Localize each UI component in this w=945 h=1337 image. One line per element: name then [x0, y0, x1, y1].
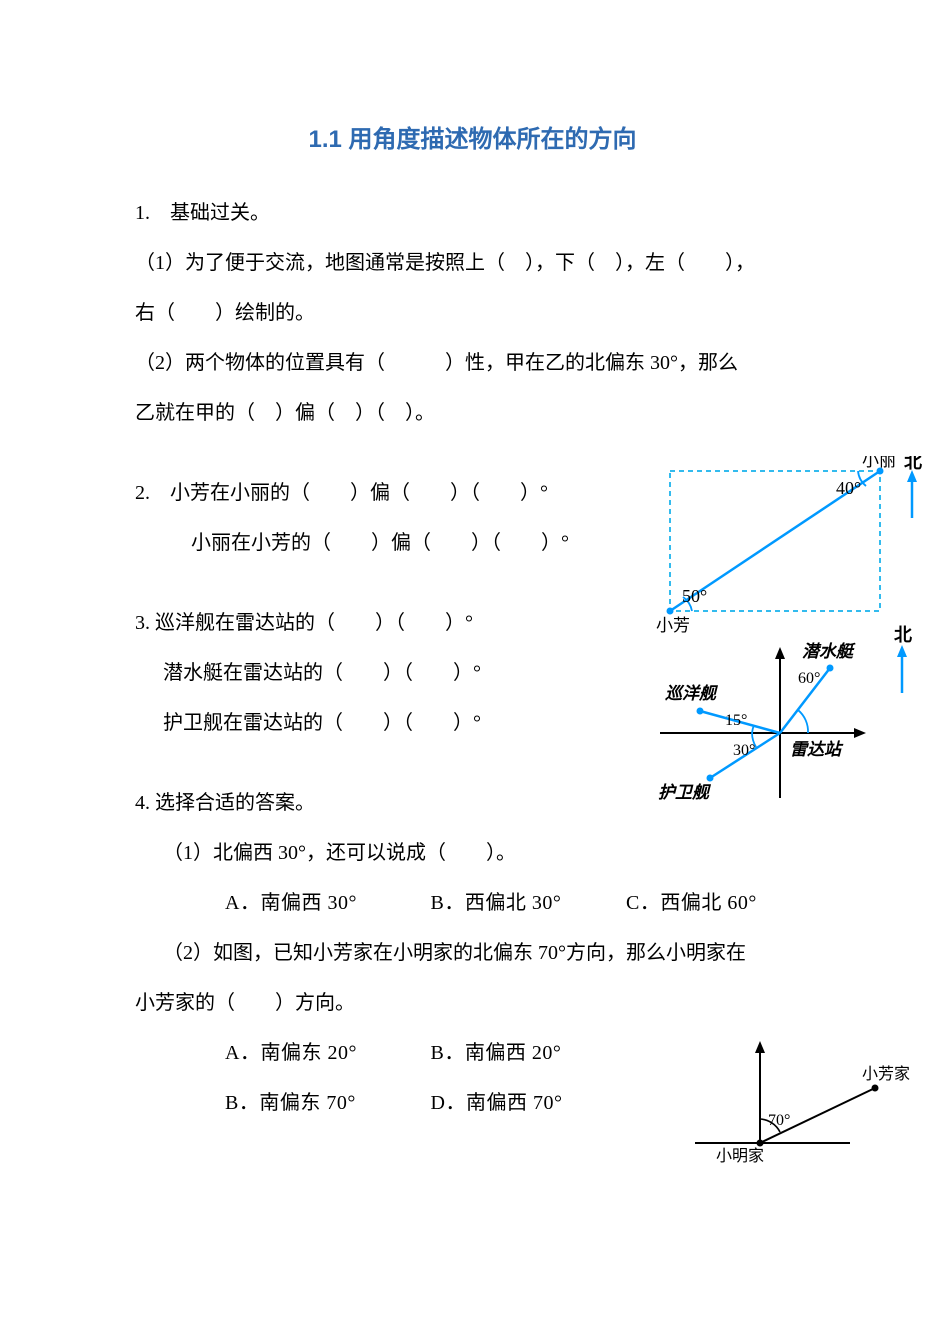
q1-heading: 1. 基础过关。 [135, 188, 810, 238]
q3-num: 3. [135, 612, 150, 634]
q1-p1: （1）为了便于交流，地图通常是按照上（ ），下（ ），左（ ）， [135, 238, 810, 288]
q3-l1: 巡洋舰在雷达站的（ ）（ ）° [155, 612, 473, 634]
q2-l1: 小芳在小丽的（ ）偏（ ）（ ）° [170, 482, 548, 504]
fig3-north: 北 [894, 625, 912, 645]
q2-l2: 小丽在小芳的（ ）偏（ ）（ ）° [135, 518, 810, 568]
fig4-p1: 小明家 [716, 1147, 764, 1163]
q1-p2: （2）两个物体的位置具有（ ）性，甲在乙的北偏东 30°，那么 [135, 338, 810, 388]
q1-p1b: 右（ ）绘制的。 [135, 288, 810, 338]
q4-p2-opt-d: D．南偏西 70° [431, 1078, 563, 1128]
q4-p2a: （2）如图，已知小芳家在小明家的北偏东 70°方向，那么小明家在 [135, 928, 810, 978]
q1-head-text: 基础过关。 [170, 202, 270, 224]
q2-num: 2. [135, 482, 150, 504]
q4-num: 4. [135, 792, 150, 814]
q4-p1: （1）北偏西 30°，还可以说成（ ）。 [135, 828, 810, 878]
q4-p1-opt-a: A．南偏西 30° [225, 878, 425, 928]
q4-p2-opt-b: B．南偏西 20° [431, 1028, 562, 1078]
q4-p1-options: A．南偏西 30° B．西偏北 30° C．西偏北 60° [135, 878, 810, 928]
fig2-angle-top: 40° [836, 478, 861, 498]
q3-l2: 潜水艇在雷达站的（ ）（ ）° [135, 648, 810, 698]
fig3-ship2: 潜水艇 [802, 642, 856, 661]
q4-p1-opt-c: C．西偏北 60° [626, 878, 757, 928]
q1-p2b: 乙就在甲的（ ）偏（ ）（ ）。 [135, 388, 810, 438]
question-4: 4. 选择合适的答案。 （1）北偏西 30°，还可以说成（ ）。 A．南偏西 3… [135, 778, 810, 1128]
fig4-p2: 小芳家 [862, 1065, 910, 1083]
question-2: 2. 小芳在小丽的（ ）偏（ ）（ ）° 小丽在小芳的（ ）偏（ ）（ ）° 4… [135, 468, 810, 568]
question-3: 3. 巡洋舰在雷达站的（ ）（ ）° 潜水艇在雷达站的（ ）（ ）° 护卫舰在雷… [135, 598, 810, 748]
page-title: 1.1 用角度描述物体所在的方向 [135, 110, 810, 170]
q1-num: 1. [135, 202, 150, 224]
q4-p1-opt-b: B．西偏北 30° [431, 878, 621, 928]
q4-heading: 选择合适的答案。 [155, 792, 315, 814]
q4-heading-row: 4. 选择合适的答案。 [135, 778, 810, 828]
q4-p2-opt-a: A．南偏东 20° [225, 1028, 425, 1078]
q4-p2-opt-c: B．南偏东 70° [225, 1078, 425, 1128]
q4-p2-opts-row2: B．南偏东 70° D．南偏西 70° [135, 1078, 810, 1128]
fig2-label-top: 小丽 [862, 456, 896, 470]
q4-p2b: 小芳家的（ ）方向。 [135, 978, 810, 1028]
question-1: 1. 基础过关。 （1）为了便于交流，地图通常是按照上（ ），下（ ），左（ ）… [135, 188, 810, 438]
fig2-north: 北 [904, 456, 922, 472]
q4-p2-opts-row1: A．南偏东 20° B．南偏西 20° [135, 1028, 810, 1078]
q3-l1-row: 3. 巡洋舰在雷达站的（ ）（ ）° [135, 598, 810, 648]
q2-l1-row: 2. 小芳在小丽的（ ）偏（ ）（ ）° [135, 468, 810, 518]
q3-l3: 护卫舰在雷达站的（ ）（ ）° [135, 698, 810, 748]
